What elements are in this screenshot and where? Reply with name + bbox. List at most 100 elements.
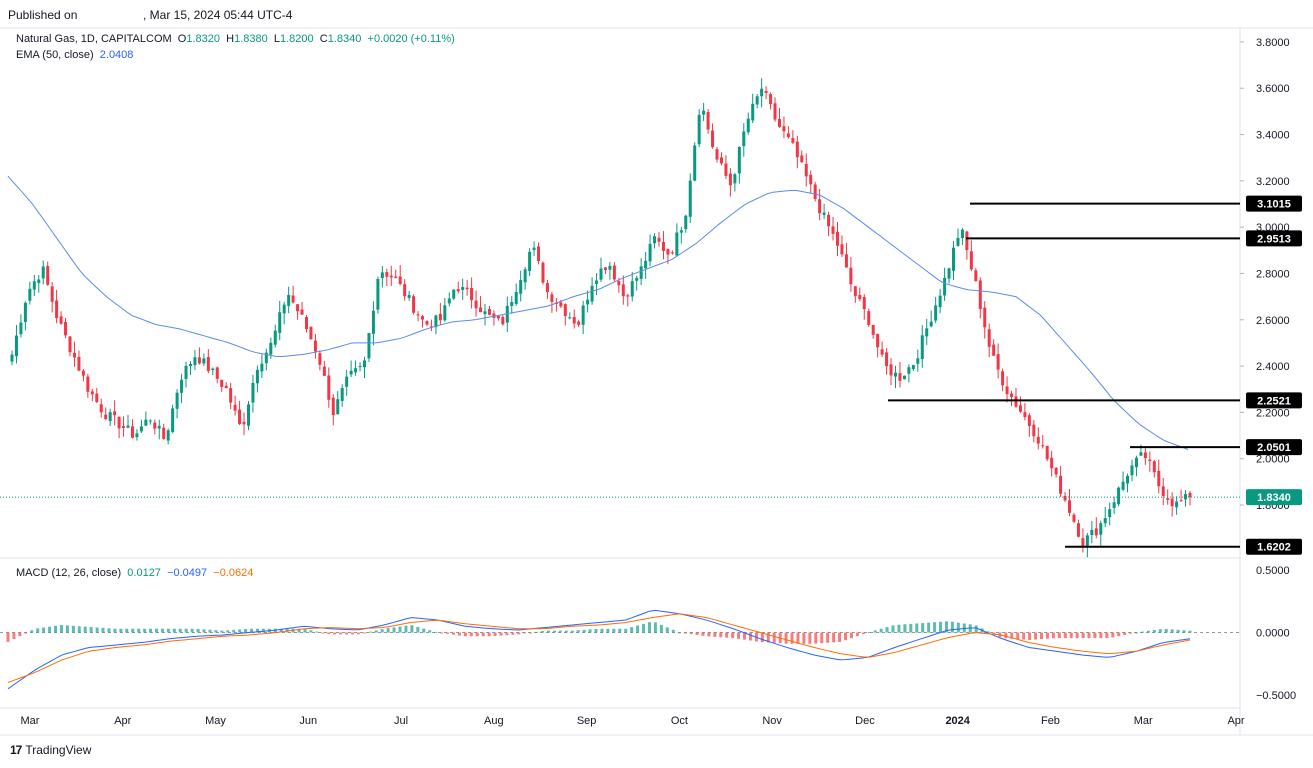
candle-body: [153, 422, 157, 429]
candle-body: [1188, 492, 1192, 498]
macd-histogram-bar: [356, 632, 360, 635]
time-axis-label: Feb: [1041, 715, 1060, 727]
macd-histogram-bar: [24, 632, 28, 634]
symbol-label: Natural Gas, 1D, CAPITALCOM: [16, 33, 172, 45]
candle-body: [77, 356, 81, 371]
candle-body: [1059, 475, 1063, 494]
candle-body: [1143, 452, 1147, 459]
candle-body: [960, 229, 964, 239]
macd-histogram-bar: [505, 632, 509, 636]
macd-histogram-bar: [1022, 632, 1026, 640]
macd-histogram-bar: [1004, 632, 1008, 639]
candle-body: [572, 316, 576, 324]
macd-histogram-bar: [885, 627, 889, 633]
macd-histogram-bar: [1010, 632, 1014, 639]
candle-body: [670, 252, 674, 254]
macd-histogram-bar: [832, 632, 836, 643]
macd-histogram-bar: [12, 632, 16, 639]
level-price-label: 2.9513: [1257, 233, 1291, 245]
candle-body: [773, 103, 777, 120]
macd-hist-value: 0.0127: [127, 567, 161, 579]
ema-label: EMA (50, close): [16, 49, 94, 61]
macd-histogram-bar: [986, 631, 990, 633]
price-tick-label: 1.8000: [1256, 500, 1290, 512]
macd-histogram-bar: [172, 628, 176, 633]
macd-histogram-group: [6, 621, 1192, 644]
macd-histogram-bar: [956, 622, 960, 633]
candle-body: [974, 270, 978, 282]
macd-histogram-bar: [1081, 632, 1085, 639]
macd-histogram-bar: [535, 631, 539, 633]
macd-histogram-bar: [487, 632, 491, 637]
candle-body: [858, 294, 862, 300]
candle-body: [791, 138, 795, 143]
candle-body: [885, 352, 889, 367]
macd-histogram-bar: [1105, 632, 1109, 639]
macd-histogram-bar: [576, 630, 580, 633]
candle-body: [438, 313, 442, 321]
candle-body: [898, 373, 902, 381]
macd-histogram-bar: [101, 627, 105, 633]
macd-histogram-bar: [790, 632, 794, 644]
macd-histogram-bar: [529, 632, 533, 634]
candle-body: [1018, 405, 1022, 412]
low-label: L: [273, 33, 280, 45]
candle-body: [559, 302, 563, 307]
candle-body: [14, 335, 18, 357]
candle-body: [1121, 481, 1125, 490]
candle-body: [193, 357, 197, 366]
candle-body: [487, 308, 491, 315]
macd-histogram-bar: [511, 632, 515, 635]
candle-body: [786, 133, 790, 137]
candle-body: [688, 180, 692, 217]
macd-histogram-bar: [1152, 629, 1156, 633]
macd-histogram-bar: [190, 628, 194, 633]
candle-body: [260, 363, 264, 372]
candle-body: [470, 287, 474, 301]
candle-body: [746, 118, 750, 133]
macd-histogram-bar: [345, 632, 349, 635]
candle-body: [894, 372, 897, 377]
candle-body: [157, 425, 161, 429]
candle-body: [1152, 461, 1156, 473]
macd-histogram-bar: [707, 632, 711, 637]
ema-line: [7, 175, 1189, 450]
candle-body: [969, 251, 973, 270]
candle-body: [715, 149, 719, 160]
macd-histogram-bar: [1146, 630, 1150, 633]
macd-histogram-bar: [1057, 632, 1061, 639]
macd-histogram-bar: [826, 632, 830, 643]
time-axis-label: Nov: [762, 715, 782, 727]
ema-value: 2.0408: [99, 49, 134, 61]
candle-body: [1036, 436, 1040, 444]
candle-body: [902, 375, 906, 380]
candle-body: [447, 298, 451, 304]
price-tick-label: 3.4000: [1256, 130, 1290, 142]
candle-body: [1099, 523, 1103, 535]
price-tick-label: 2.4000: [1256, 361, 1290, 373]
time-axis-label: Apr: [114, 715, 131, 727]
candle-body: [130, 426, 134, 438]
macd-histogram-bar: [226, 630, 230, 633]
candle-body: [1139, 452, 1143, 456]
macd-histogram-bar: [743, 632, 747, 640]
published-date: , Mar 15, 2024 05:44 UTC-4: [143, 8, 293, 22]
macd-histogram-bar: [653, 622, 657, 633]
macd-histogram-bar: [434, 631, 438, 633]
candle-body: [1085, 535, 1089, 547]
candle-body: [251, 382, 255, 403]
open-value: 1.8320: [186, 33, 221, 45]
candle-body: [706, 111, 710, 130]
macd-histogram-bar: [541, 631, 545, 633]
candle-body: [581, 305, 585, 325]
price-tick-label: 2.6000: [1256, 315, 1290, 327]
candle-body: [456, 289, 460, 292]
macd-histogram-bar: [475, 632, 479, 637]
tradingview-logo-icon: 17: [10, 743, 22, 757]
macd-histogram-bar: [166, 628, 170, 633]
candle-body: [920, 335, 924, 360]
candle-body: [505, 305, 509, 323]
candle-body: [1041, 445, 1045, 447]
candle-body: [501, 316, 505, 325]
